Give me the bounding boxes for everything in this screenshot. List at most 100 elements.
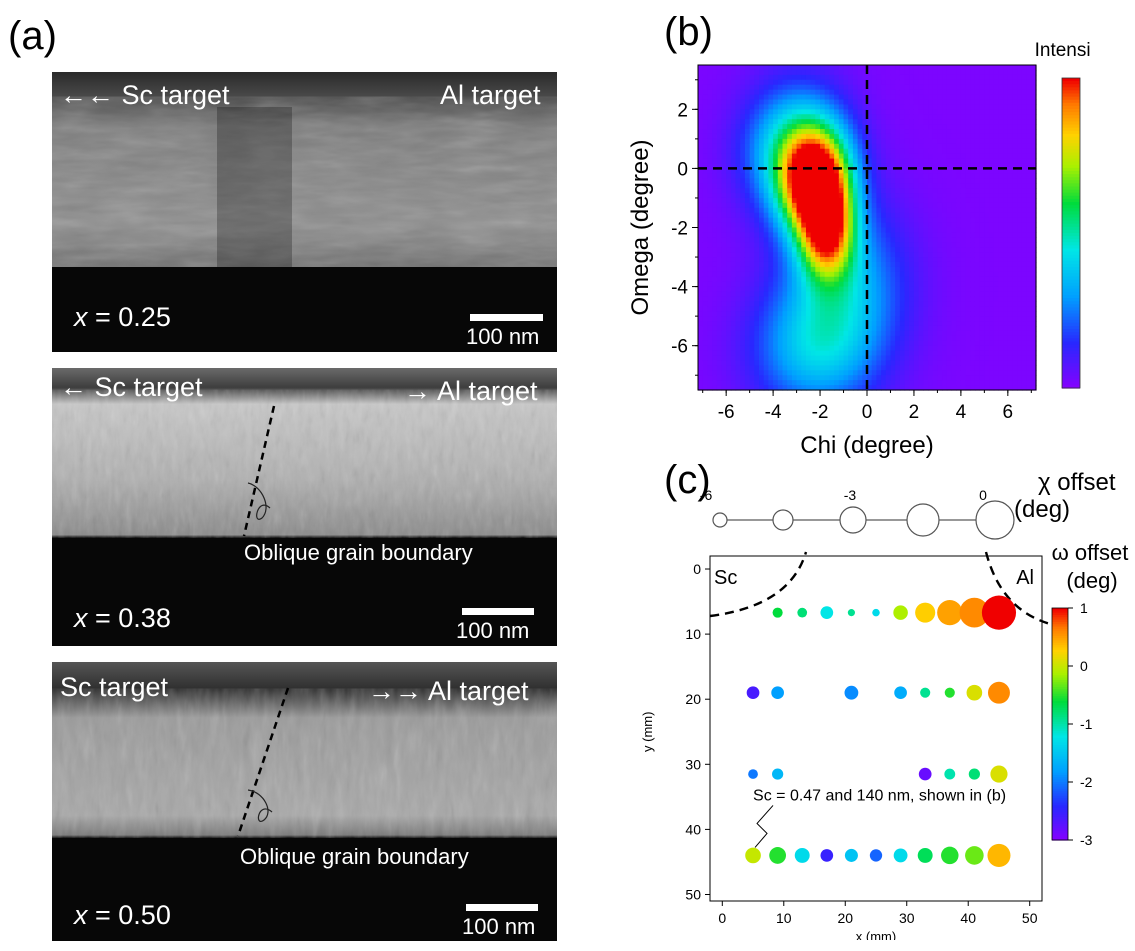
heatmap-cell — [928, 345, 934, 352]
heatmap-cell — [796, 94, 802, 101]
heatmap-cell — [951, 296, 957, 302]
heatmap-cell — [909, 207, 915, 214]
heatmap-cell — [857, 153, 863, 160]
heatmap-cell — [848, 212, 854, 219]
heatmap-cell — [740, 301, 746, 307]
tem-image-x050-texture — [52, 662, 557, 941]
heatmap-cell — [928, 94, 934, 101]
heatmap-cell — [829, 138, 835, 145]
heatmap-cell — [782, 321, 788, 327]
colorbar-segment — [1062, 214, 1080, 219]
heatmap-cell — [791, 217, 798, 224]
heatmap-cell — [820, 316, 826, 322]
heatmap-cell — [1003, 286, 1009, 293]
heatmap-cell — [773, 286, 779, 293]
heatmap-cell — [928, 173, 934, 179]
heatmap-cell — [871, 350, 877, 357]
heatmap-cell — [740, 138, 746, 145]
heatmap-cell — [998, 148, 1004, 155]
heatmap-cell — [801, 286, 807, 293]
heatmap-cell — [777, 286, 784, 293]
heatmap-cell — [707, 114, 713, 120]
heatmap-cell — [909, 129, 915, 135]
heatmap-cell — [829, 79, 835, 86]
heatmap-cell — [984, 325, 990, 332]
heatmap-cell — [838, 321, 845, 327]
heatmap-cell — [913, 237, 920, 243]
heatmap-cell — [749, 109, 755, 115]
heatmap-cell — [871, 321, 877, 327]
heatmap-cell — [1031, 355, 1037, 362]
heatmap-cell — [834, 271, 840, 278]
heatmap-cell — [937, 286, 943, 293]
heatmap-cell — [791, 321, 798, 327]
heatmap-cell — [857, 148, 863, 155]
heatmap-cell — [881, 271, 887, 278]
heatmap-cell — [848, 178, 854, 184]
heatmap-cell — [895, 316, 901, 322]
heatmap-cell — [867, 330, 873, 337]
heatmap-cell — [923, 173, 929, 179]
heatmap-cell — [829, 380, 835, 386]
heatmap-cell — [923, 311, 929, 317]
heatmap-cell — [815, 296, 821, 302]
heatmap-cell — [768, 301, 774, 307]
heatmap-cell — [707, 79, 713, 86]
heatmap-cell — [796, 148, 802, 155]
heatmap-cell — [702, 109, 708, 115]
heatmap-cell — [1003, 360, 1009, 366]
heatmap-cell — [862, 281, 868, 288]
heatmap-cell — [838, 325, 845, 332]
heatmap-cell — [913, 153, 920, 160]
heatmap-cell — [787, 148, 793, 155]
heatmap-cell — [984, 133, 990, 140]
heatmap-cell — [698, 217, 704, 224]
heatmap-cell — [730, 316, 737, 322]
bubble-point — [893, 605, 908, 620]
heatmap-cell — [885, 247, 892, 253]
heatmap-cell — [970, 375, 976, 381]
heatmap-cell — [735, 94, 741, 101]
heatmap-cell — [928, 281, 934, 288]
heatmap-cell — [810, 286, 816, 293]
heatmap-cell — [726, 311, 732, 317]
heatmap-cell — [791, 79, 798, 86]
heatmap-cell — [749, 306, 755, 312]
heatmap-cell — [895, 188, 901, 194]
heatmap-cell — [829, 119, 835, 125]
heatmap-cell — [810, 79, 816, 86]
heatmap-cell — [820, 242, 826, 248]
heatmap-cell — [716, 227, 723, 234]
heatmap-cell — [899, 252, 906, 258]
heatmap-cell — [857, 74, 863, 81]
heatmap-cell — [843, 65, 849, 71]
heatmap-cell — [913, 163, 920, 170]
heatmap-cell — [989, 350, 995, 357]
heatmap-cell — [946, 271, 953, 278]
heatmap-cell — [805, 143, 812, 150]
heatmap-cell — [744, 237, 751, 243]
heatmap-cell — [768, 148, 774, 155]
heatmap-cell — [890, 99, 896, 105]
heatmap-cell — [726, 207, 732, 214]
heatmap-cell — [848, 69, 854, 76]
heatmap-cell — [852, 129, 859, 135]
heatmap-cell — [730, 232, 737, 238]
heatmap-cell — [698, 296, 704, 302]
heatmap-cell — [984, 84, 990, 91]
heatmap-cell — [1031, 183, 1037, 189]
heatmap-cell — [1007, 158, 1014, 165]
heatmap-cell — [754, 321, 760, 327]
heatmap-cell — [885, 99, 892, 105]
heatmap-cell — [857, 109, 863, 115]
heatmap-cell — [899, 217, 906, 224]
heatmap-cell — [730, 286, 737, 293]
heatmap-cell — [824, 153, 831, 160]
heatmap-cell — [899, 276, 906, 283]
heatmap-cell — [937, 355, 943, 362]
heatmap-cell — [843, 301, 849, 307]
heatmap-cell — [928, 360, 934, 366]
heatmap-cell — [852, 207, 859, 214]
heatmap-cell — [974, 286, 981, 293]
heatmap-cell — [960, 242, 967, 248]
